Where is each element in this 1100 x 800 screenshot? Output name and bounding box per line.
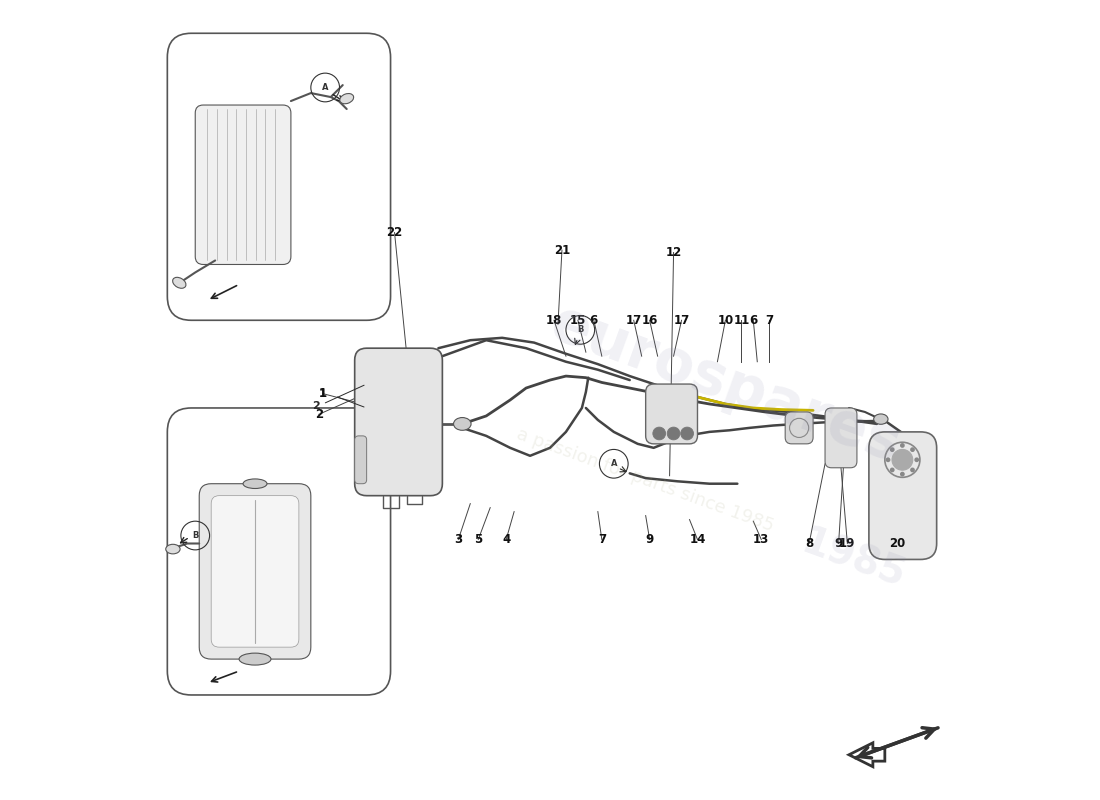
- FancyBboxPatch shape: [354, 348, 442, 496]
- Text: a passion for parts since 1985: a passion for parts since 1985: [515, 425, 777, 535]
- Text: 1: 1: [319, 387, 327, 400]
- Circle shape: [890, 467, 894, 472]
- Ellipse shape: [166, 544, 180, 554]
- Ellipse shape: [453, 418, 471, 430]
- Text: 21: 21: [553, 244, 570, 257]
- Circle shape: [910, 447, 915, 452]
- Text: B: B: [192, 531, 198, 540]
- Circle shape: [890, 447, 894, 452]
- Text: 7: 7: [597, 533, 606, 546]
- Text: 4: 4: [502, 533, 510, 546]
- Text: 22: 22: [386, 226, 403, 239]
- Text: A: A: [322, 83, 329, 92]
- Text: 14: 14: [690, 533, 706, 546]
- FancyBboxPatch shape: [199, 484, 311, 659]
- Circle shape: [892, 450, 913, 470]
- Text: 10: 10: [717, 314, 734, 326]
- Text: 18: 18: [546, 314, 562, 326]
- Text: 3: 3: [454, 533, 462, 546]
- Ellipse shape: [243, 479, 267, 489]
- Circle shape: [900, 443, 905, 448]
- Circle shape: [886, 458, 890, 462]
- Text: 19: 19: [839, 537, 856, 550]
- Text: 7: 7: [766, 314, 773, 326]
- Text: A: A: [610, 459, 617, 468]
- Text: 6: 6: [590, 314, 598, 326]
- Ellipse shape: [239, 653, 271, 665]
- Circle shape: [681, 427, 693, 440]
- Text: 17: 17: [673, 314, 690, 326]
- Text: eurospares: eurospares: [542, 294, 909, 474]
- Text: 2: 2: [315, 408, 323, 421]
- Circle shape: [914, 458, 920, 462]
- Text: 11: 11: [734, 314, 749, 326]
- Ellipse shape: [340, 94, 353, 104]
- Text: 2: 2: [312, 402, 320, 411]
- Text: 13: 13: [754, 533, 769, 546]
- Text: 6: 6: [749, 314, 758, 326]
- Text: 16: 16: [641, 314, 658, 326]
- Circle shape: [910, 467, 915, 472]
- FancyBboxPatch shape: [785, 412, 813, 444]
- FancyBboxPatch shape: [211, 496, 299, 647]
- Text: 12: 12: [666, 246, 682, 259]
- FancyBboxPatch shape: [825, 408, 857, 468]
- Ellipse shape: [173, 278, 186, 288]
- Text: 5: 5: [474, 533, 483, 546]
- Circle shape: [900, 472, 905, 477]
- Text: 20: 20: [889, 537, 905, 550]
- Text: 15: 15: [570, 314, 586, 326]
- FancyBboxPatch shape: [646, 384, 697, 444]
- Ellipse shape: [873, 414, 888, 424]
- FancyBboxPatch shape: [869, 432, 937, 559]
- FancyBboxPatch shape: [354, 436, 366, 484]
- Text: 17: 17: [626, 314, 641, 326]
- Text: 1: 1: [319, 389, 327, 398]
- Text: 9: 9: [835, 537, 843, 550]
- Circle shape: [652, 427, 666, 440]
- Text: 9: 9: [646, 533, 653, 546]
- Text: 8: 8: [805, 537, 813, 550]
- Text: B: B: [578, 326, 583, 334]
- FancyBboxPatch shape: [195, 105, 290, 265]
- Text: 1985: 1985: [795, 523, 910, 596]
- Circle shape: [668, 427, 680, 440]
